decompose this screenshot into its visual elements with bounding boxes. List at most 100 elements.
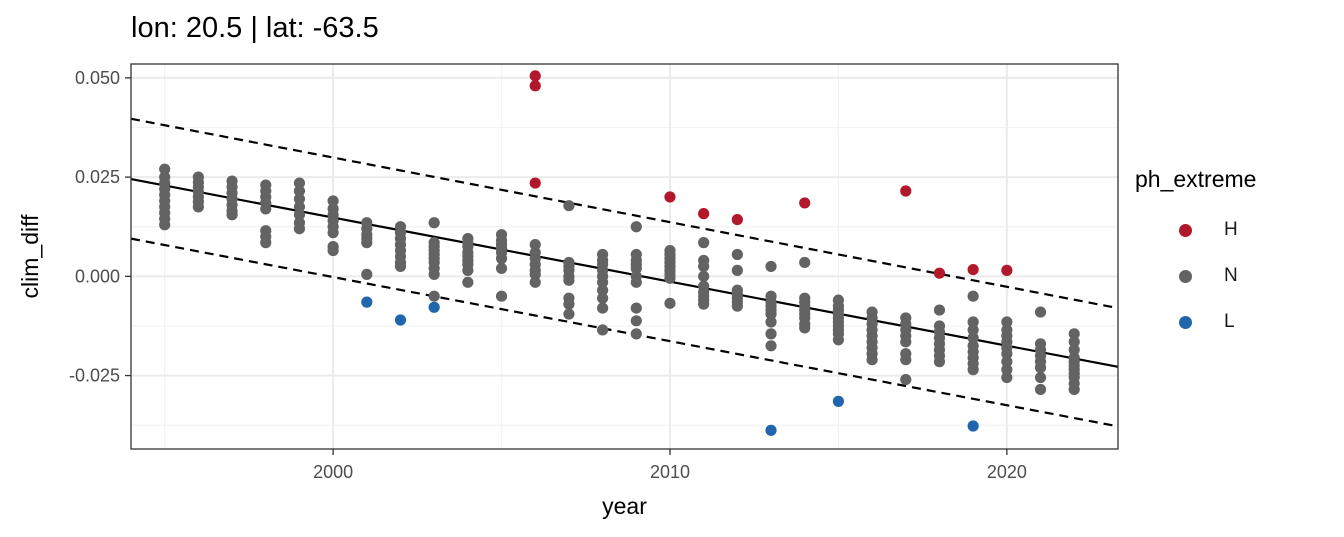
point-h	[529, 70, 541, 82]
point-n	[597, 276, 609, 288]
point-n	[799, 256, 811, 269]
point-n	[293, 177, 306, 189]
data-points	[159, 70, 1080, 436]
point-n	[630, 262, 642, 275]
point-n	[1001, 371, 1013, 384]
major-gridlines	[131, 64, 1118, 449]
point-n	[832, 334, 845, 346]
point-n	[1068, 328, 1080, 340]
point-h	[698, 208, 710, 220]
point-n	[293, 223, 306, 235]
point-n	[159, 219, 171, 231]
point-n	[967, 364, 979, 376]
point-n	[933, 304, 946, 316]
point-h	[529, 177, 541, 189]
point-n	[698, 270, 710, 282]
point-l	[361, 296, 373, 308]
point-n	[630, 302, 642, 314]
x-tick-label: 2020	[987, 462, 1027, 482]
chart-title: lon: 20.5 | lat: -63.5	[131, 12, 379, 44]
point-n	[630, 315, 642, 327]
point-l	[967, 420, 979, 432]
point-n	[967, 332, 979, 344]
point-n	[765, 316, 777, 328]
legend-label-l: L	[1224, 311, 1235, 332]
legend-item-l: L	[1135, 299, 1256, 345]
point-n	[260, 237, 272, 249]
point-n	[630, 221, 642, 233]
point-n	[1068, 383, 1080, 396]
point-n	[698, 298, 710, 310]
point-n	[462, 276, 474, 288]
point-n	[327, 195, 339, 207]
point-n	[495, 252, 508, 265]
y-tick-label: -0.025	[69, 366, 120, 386]
point-n	[731, 264, 743, 276]
point-n	[1034, 306, 1047, 318]
point-n	[529, 238, 541, 251]
point-n	[428, 268, 440, 280]
legend: ph_extreme H N L	[1135, 166, 1256, 345]
point-n	[630, 328, 642, 340]
point-n	[765, 260, 777, 273]
plot-panel-border	[130, 63, 1119, 450]
point-h	[900, 185, 912, 197]
point-n	[597, 292, 609, 304]
x-tick-label: 2010	[650, 462, 690, 482]
point-n	[900, 373, 912, 386]
y-axis-title: clim_diff	[17, 214, 43, 299]
point-n	[293, 201, 306, 213]
point-n	[799, 322, 811, 334]
y-tick-label: 0.050	[75, 68, 120, 88]
upper_bound-line	[130, 117, 1119, 310]
y-tick-label: 0.000	[75, 266, 120, 286]
point-n	[327, 227, 339, 239]
point-n	[563, 298, 575, 310]
x-axis-title: year	[602, 493, 647, 519]
point-h	[731, 213, 743, 226]
point-n	[563, 200, 575, 212]
point-n	[495, 262, 508, 275]
point-n	[428, 217, 440, 229]
point-n	[462, 264, 474, 276]
point-n	[967, 290, 979, 302]
point-n	[1034, 362, 1047, 374]
legend-swatch-h	[1179, 223, 1192, 237]
point-l	[428, 301, 440, 313]
point-l	[765, 424, 777, 436]
point-h	[1001, 264, 1013, 276]
point-n	[1034, 383, 1047, 396]
point-l	[394, 314, 407, 326]
point-n	[698, 237, 710, 249]
point-n	[361, 268, 373, 280]
point-n	[866, 354, 878, 366]
point-h	[664, 191, 676, 203]
legend-title: ph_extreme	[1135, 166, 1257, 192]
point-n	[1068, 344, 1080, 356]
point-n	[293, 209, 306, 221]
y-tick-label: 0.025	[75, 167, 120, 187]
point-h	[529, 80, 541, 92]
point-n	[597, 302, 609, 314]
point-n	[967, 324, 979, 336]
point-n	[192, 201, 204, 213]
x-axis-ticks: 2000 2010 2020	[313, 449, 1027, 482]
point-n	[361, 237, 373, 249]
point-n	[293, 185, 306, 197]
point-n	[597, 284, 609, 296]
legend-label-h: H	[1224, 219, 1238, 240]
point-n	[293, 193, 306, 205]
point-n	[428, 290, 440, 302]
point-n	[1068, 336, 1080, 348]
point-n	[1001, 364, 1013, 376]
point-n	[1001, 348, 1013, 360]
point-n	[900, 354, 912, 366]
legend-item-n: N	[1135, 253, 1256, 299]
point-n	[1001, 356, 1013, 368]
point-n	[698, 260, 710, 273]
point-n	[226, 209, 238, 221]
point-n	[394, 260, 407, 273]
point-n	[664, 272, 676, 284]
point-n	[967, 316, 979, 328]
point-n	[529, 268, 541, 280]
